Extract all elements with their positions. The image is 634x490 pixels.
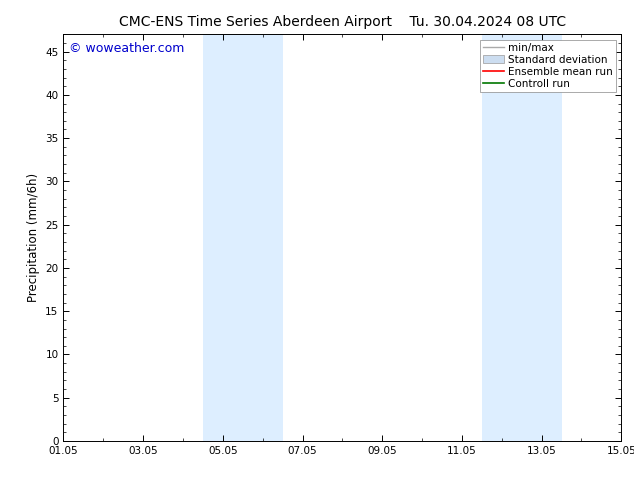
- Bar: [203, 34, 283, 441]
- Legend: min/max, Standard deviation, Ensemble mean run, Controll run: min/max, Standard deviation, Ensemble me…: [480, 40, 616, 92]
- Title: CMC-ENS Time Series Aberdeen Airport    Tu. 30.04.2024 08 UTC: CMC-ENS Time Series Aberdeen Airport Tu.…: [119, 15, 566, 29]
- Bar: [482, 34, 562, 441]
- Text: © woweather.com: © woweather.com: [69, 43, 184, 55]
- Y-axis label: Precipitation (mm/6h): Precipitation (mm/6h): [27, 173, 40, 302]
